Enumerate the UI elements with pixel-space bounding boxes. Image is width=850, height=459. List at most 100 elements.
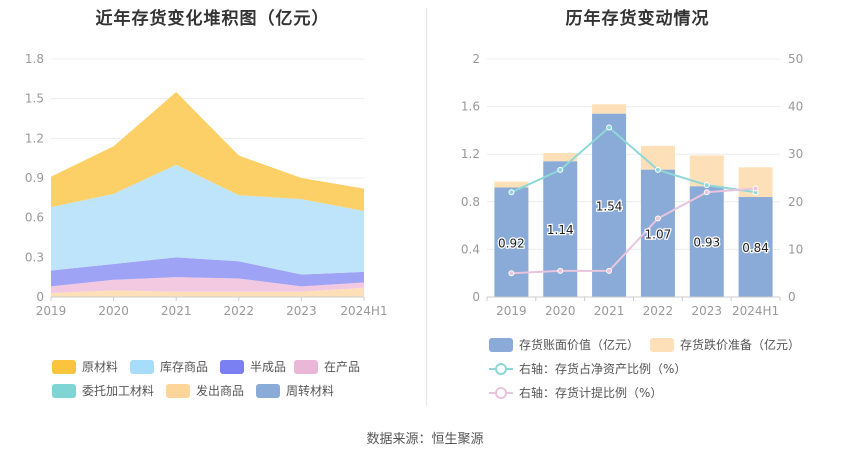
- legend-item[interactable]: 存货跌价准备（亿元）: [650, 336, 800, 353]
- book-value-bar: [543, 161, 578, 297]
- x-tick-label: 2022: [224, 304, 255, 318]
- y-left-tick-label: 0.8: [461, 195, 480, 209]
- legend-swatch: [220, 359, 244, 374]
- impairment-bar: [494, 181, 529, 188]
- y-right-tick-label: 0: [788, 290, 796, 304]
- left-chart-title: 近年存货变化堆积图（亿元）: [95, 9, 330, 29]
- x-tick-label: 2023: [286, 304, 317, 318]
- y-tick-label: 0.3: [25, 250, 44, 264]
- legend-item[interactable]: 库存商品: [130, 358, 208, 375]
- y-left-tick-label: 0.4: [461, 242, 480, 256]
- legend-label: 委托加工材料: [82, 384, 155, 398]
- legend-swatch: [52, 383, 76, 398]
- line-point: [508, 270, 515, 277]
- bar-data-label: 0.92: [498, 236, 525, 250]
- line-point: [508, 189, 515, 196]
- y-tick-label: 1.8: [25, 52, 44, 66]
- area-series-0: [51, 92, 364, 212]
- legend-label: 右轴：存货计提比例（%）: [519, 386, 663, 400]
- x-tick-label: 2024H1: [732, 304, 779, 318]
- y-tick-label: 0.9: [25, 171, 44, 185]
- line-series-0: [511, 126, 756, 194]
- line-point: [752, 185, 759, 192]
- y-tick-label: 0.6: [25, 211, 44, 225]
- y-left-tick-label: 1.6: [461, 100, 480, 114]
- x-tick-label: 2022: [643, 304, 674, 318]
- line-point: [606, 124, 613, 131]
- line-point: [703, 189, 710, 196]
- legend-label: 库存商品: [160, 360, 209, 374]
- area-series-1: [51, 164, 364, 275]
- line-point: [606, 267, 613, 274]
- legend-swatch: [489, 386, 513, 400]
- line-point: [654, 166, 661, 173]
- bar-data-label: 0.84: [742, 241, 769, 255]
- y-left-tick-label: 0: [472, 290, 480, 304]
- legend-label: 周转材料: [286, 384, 335, 398]
- legend-item[interactable]: 周转材料: [256, 382, 334, 399]
- impairment-bar: [592, 104, 627, 114]
- x-tick-label: 2020: [545, 304, 576, 318]
- legend-item[interactable]: 原材料: [52, 358, 118, 375]
- bar-data-label: 1.07: [645, 227, 672, 241]
- impairment-bar: [543, 153, 578, 162]
- legend-label: 发出商品: [196, 384, 245, 398]
- legend-swatch: [489, 337, 513, 352]
- legend-item[interactable]: 存货账面价值（亿元）: [489, 336, 639, 353]
- y-tick-label: 0: [36, 290, 44, 304]
- area-series-2: [51, 257, 364, 287]
- y-right-tick-label: 40: [788, 100, 803, 114]
- y-right-tick-label: 50: [788, 52, 803, 66]
- x-tick-label: 2019: [496, 304, 527, 318]
- book-value-bar: [494, 187, 529, 297]
- right-chart-title: 历年存货变动情况: [565, 9, 710, 29]
- legend-label: 右轴：存货占净资产比例（%）: [519, 362, 687, 376]
- legend-item[interactable]: 右轴：存货计提比例（%）: [489, 384, 662, 401]
- legend-item[interactable]: 右轴：存货占净资产比例（%）: [489, 360, 686, 377]
- line-point: [703, 182, 710, 189]
- y-right-tick-label: 30: [788, 147, 803, 161]
- legend-item[interactable]: 半成品: [220, 358, 286, 375]
- legend-swatch: [489, 362, 513, 376]
- legend-swatch: [130, 359, 154, 374]
- bar-data-label: 1.54: [596, 199, 623, 213]
- data-source-note: 数据来源：恒生聚源: [366, 432, 484, 447]
- legend-label: 在产品: [324, 360, 361, 374]
- y-right-tick-label: 10: [788, 242, 803, 256]
- stacked-area-chart: 0 0.3 0.6 0.9 1.2 1.5 1.8 2019 2020 2021 2022 2023 2…: [25, 52, 388, 318]
- legend-item[interactable]: 发出商品: [166, 382, 244, 399]
- x-tick-label: 2020: [98, 304, 129, 318]
- legend-label: 存货账面价值（亿元）: [519, 338, 640, 352]
- impairment-bar: [640, 145, 675, 170]
- line-point: [654, 215, 661, 222]
- book-value-bar: [640, 169, 675, 297]
- book-value-bar: [689, 186, 724, 297]
- bar-data-label: 0.93: [693, 236, 720, 250]
- x-tick-label: 2021: [161, 304, 192, 318]
- legend-item[interactable]: 在产品: [294, 358, 360, 375]
- line-point: [557, 267, 564, 274]
- legend-label: 原材料: [82, 360, 119, 374]
- y-tick-label: 1.2: [25, 131, 44, 145]
- x-tick-label: 2024H1: [340, 304, 387, 318]
- y-left-tick-label: 1.2: [461, 147, 480, 161]
- legend-label: 半成品: [250, 360, 287, 374]
- area-series-5: [51, 287, 364, 297]
- legend-swatch: [294, 359, 318, 374]
- legend-label: 存货跌价准备（亿元）: [680, 338, 801, 352]
- area-series-3: [51, 277, 364, 294]
- legend-item[interactable]: 委托加工材料: [52, 382, 154, 399]
- y-right-tick-label: 20: [788, 195, 803, 209]
- y-tick-label: 1.5: [25, 92, 44, 106]
- book-value-bar: [592, 113, 627, 298]
- chart-divider: [426, 8, 427, 406]
- line-point: [557, 166, 564, 173]
- x-tick-label: 2019: [36, 304, 67, 318]
- legend-swatch: [52, 359, 76, 374]
- x-tick-label: 2021: [594, 304, 625, 318]
- bar-data-label: 1.14: [547, 223, 574, 237]
- x-tick-label: 2023: [691, 304, 722, 318]
- legend-swatch: [650, 337, 674, 352]
